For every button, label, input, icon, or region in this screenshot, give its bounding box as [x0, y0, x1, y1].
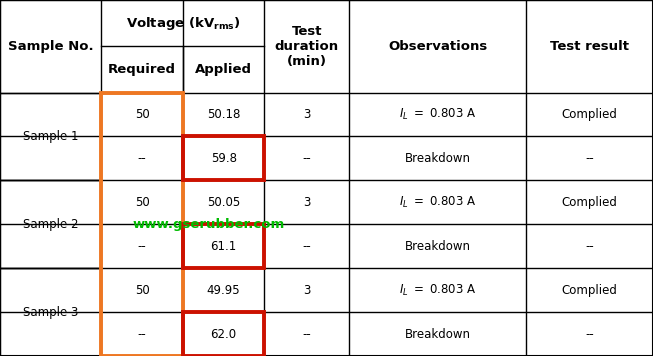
Text: Complied: Complied: [562, 108, 617, 121]
Bar: [183, 312, 264, 356]
Bar: [183, 224, 264, 268]
Bar: [0, 268, 101, 356]
Text: --: --: [302, 152, 311, 165]
Text: 50.05: 50.05: [207, 196, 240, 209]
Text: Test
duration
(min): Test duration (min): [275, 25, 339, 68]
Text: 49.95: 49.95: [207, 284, 240, 297]
Text: Sample No.: Sample No.: [8, 40, 93, 53]
Text: Sample 1: Sample 1: [23, 130, 78, 143]
Text: 50: 50: [135, 284, 150, 297]
Text: Sample 2: Sample 2: [23, 218, 78, 231]
Bar: [183, 136, 264, 180]
Text: $I_L\ =\ 0.803\ \mathrm{A}$: $I_L\ =\ 0.803\ \mathrm{A}$: [399, 195, 476, 210]
Text: --: --: [138, 240, 146, 253]
Text: --: --: [585, 152, 594, 165]
Text: 3: 3: [303, 108, 311, 121]
Text: $I_L\ =\ 0.803\ \mathrm{A}$: $I_L\ =\ 0.803\ \mathrm{A}$: [399, 283, 476, 298]
Text: 3: 3: [303, 284, 311, 297]
Text: 50.18: 50.18: [207, 108, 240, 121]
Text: 3: 3: [303, 196, 311, 209]
Text: --: --: [302, 240, 311, 253]
Text: Observations: Observations: [388, 40, 487, 53]
Text: 62.0: 62.0: [210, 328, 237, 341]
Text: www.gserubber.com: www.gserubber.com: [133, 218, 285, 231]
Text: Test result: Test result: [550, 40, 629, 53]
Text: Complied: Complied: [562, 284, 617, 297]
Text: Voltage (kV$_{\mathregular{rms}}$): Voltage (kV$_{\mathregular{rms}}$): [125, 15, 240, 32]
Bar: [0, 93, 101, 180]
Text: --: --: [138, 328, 146, 341]
Text: Breakdown: Breakdown: [404, 240, 471, 253]
Text: Applied: Applied: [195, 63, 252, 76]
Text: 50: 50: [135, 108, 150, 121]
Text: Breakdown: Breakdown: [404, 152, 471, 165]
Text: Complied: Complied: [562, 196, 617, 209]
Text: --: --: [585, 240, 594, 253]
Text: 59.8: 59.8: [211, 152, 236, 165]
Text: Sample 3: Sample 3: [23, 305, 78, 319]
Text: Required: Required: [108, 63, 176, 76]
Text: $I_L\ =\ 0.803\ \mathrm{A}$: $I_L\ =\ 0.803\ \mathrm{A}$: [399, 107, 476, 122]
Text: --: --: [138, 152, 146, 165]
Text: --: --: [585, 328, 594, 341]
Bar: [0, 180, 101, 268]
Text: Breakdown: Breakdown: [404, 328, 471, 341]
Text: 61.1: 61.1: [210, 240, 237, 253]
Text: 50: 50: [135, 196, 150, 209]
Text: --: --: [302, 328, 311, 341]
Bar: [101, 93, 183, 356]
